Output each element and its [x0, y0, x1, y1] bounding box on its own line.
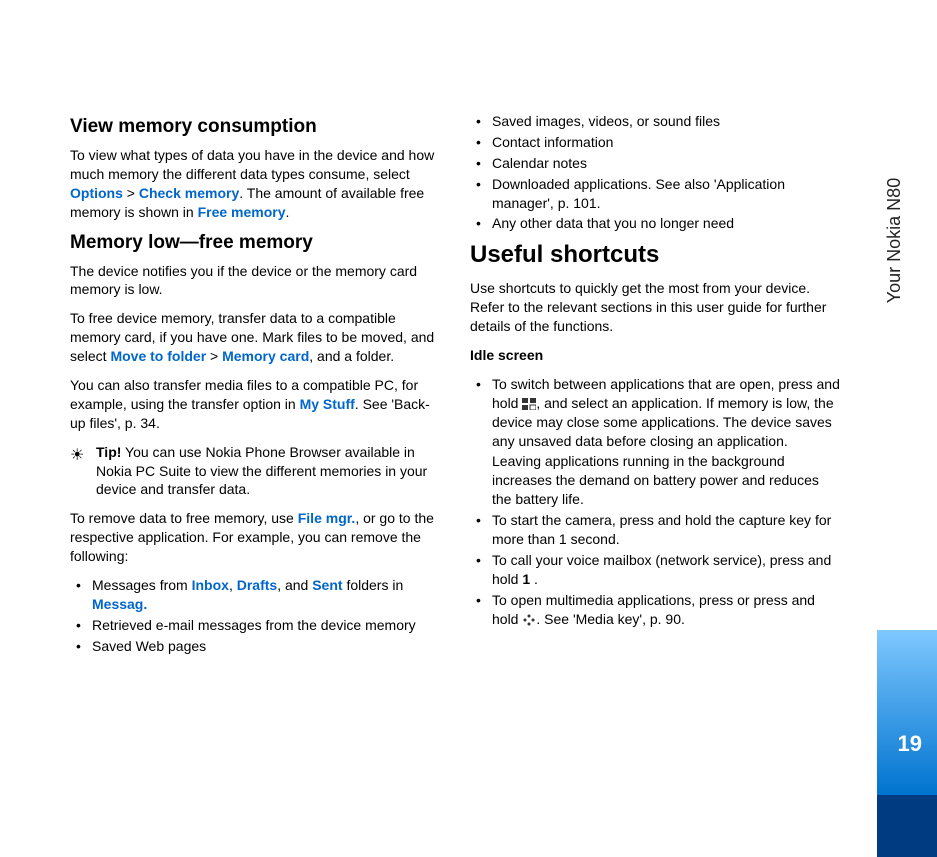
text: >: [123, 185, 139, 201]
list-item: To start the camera, press and hold the …: [470, 511, 840, 549]
link-messag: Messag.: [92, 596, 147, 612]
text: , and select an application. If memory i…: [492, 395, 834, 449]
list-item: Saved images, videos, or sound files: [470, 112, 840, 131]
para-remove-data: To remove data to free memory, use File …: [70, 509, 440, 566]
para-shortcuts-intro: Use shortcuts to quickly get the most fr…: [470, 279, 840, 336]
text: . See 'Media key', p. 90.: [536, 611, 685, 627]
link-my-stuff: My Stuff: [300, 396, 355, 412]
text: To call your voice mailbox (network serv…: [492, 552, 831, 587]
text: Leaving applications running in the back…: [492, 452, 840, 509]
link-options: Options: [70, 185, 123, 201]
heading-useful-shortcuts: Useful shortcuts: [470, 241, 840, 269]
tip-block: ☀ Tip! You can use Nokia Phone Browser a…: [70, 443, 440, 500]
list-item: To switch between applications that are …: [470, 375, 840, 509]
media-key-icon: [522, 611, 536, 627]
tip-icon: ☀: [70, 445, 84, 467]
text: , and a folder.: [309, 348, 394, 364]
link-free-memory: Free memory: [198, 204, 286, 220]
right-column: Saved images, videos, or sound files Con…: [470, 112, 840, 827]
para-notify: The device notifies you if the device or…: [70, 262, 440, 300]
text: folders in: [343, 577, 404, 593]
page: View memory consumption To view what typ…: [0, 0, 937, 857]
link-inbox: Inbox: [192, 577, 229, 593]
chapter-title: Your Nokia N80: [884, 178, 905, 303]
sidebar-white: [877, 0, 937, 630]
content-area: View memory consumption To view what typ…: [0, 0, 870, 857]
list-item: Any other data that you no longer need: [470, 214, 840, 233]
remove-list-cont: Saved images, videos, or sound files Con…: [470, 112, 840, 233]
sidebar-dark: [877, 795, 937, 857]
remove-list: Messages from Inbox, Drafts, and Sent fo…: [70, 576, 440, 656]
text: .: [530, 571, 538, 587]
text: Messages from: [92, 577, 192, 593]
link-sent: Sent: [312, 577, 342, 593]
text: To view what types of data you have in t…: [70, 147, 434, 182]
page-number: 19: [898, 731, 922, 757]
para-transfer-pc: You can also transfer media files to a c…: [70, 376, 440, 433]
heading-memory-low: Memory low—free memory: [70, 232, 440, 254]
para-view-memory: To view what types of data you have in t…: [70, 146, 440, 222]
list-item: Retrieved e-mail messages from the devic…: [70, 616, 440, 635]
list-item: Contact information: [470, 133, 840, 152]
subheading-idle-screen: Idle screen: [470, 346, 840, 365]
link-move-to-folder: Move to folder: [110, 348, 206, 364]
link-file-mgr: File mgr.: [298, 510, 356, 526]
sidebar: Your Nokia N80: [877, 0, 937, 857]
text: .: [286, 204, 290, 220]
key-1-icon: 1: [522, 571, 530, 587]
para-transfer-card: To free device memory, transfer data to …: [70, 309, 440, 366]
heading-view-memory: View memory consumption: [70, 116, 440, 138]
list-item: To open multimedia applications, press o…: [470, 591, 840, 629]
link-memory-card: Memory card: [222, 348, 309, 364]
text: , and: [277, 577, 312, 593]
text: >: [206, 348, 222, 364]
link-check-memory: Check memory: [139, 185, 239, 201]
link-drafts: Drafts: [237, 577, 277, 593]
list-item: To call your voice mailbox (network serv…: [470, 551, 840, 589]
list-item: Calendar notes: [470, 154, 840, 173]
tip-text: You can use Nokia Phone Browser availabl…: [96, 444, 427, 498]
list-item: Messages from Inbox, Drafts, and Sent fo…: [70, 576, 440, 614]
sidebar-blue: [877, 630, 937, 795]
list-item: Saved Web pages: [70, 637, 440, 656]
menu-key-icon: [522, 395, 536, 411]
text: ,: [229, 577, 237, 593]
text: To remove data to free memory, use: [70, 510, 298, 526]
left-column: View memory consumption To view what typ…: [70, 112, 440, 827]
list-item: Downloaded applications. See also 'Appli…: [470, 175, 840, 213]
tip-label: Tip!: [96, 444, 121, 460]
shortcuts-list: To switch between applications that are …: [470, 375, 840, 629]
